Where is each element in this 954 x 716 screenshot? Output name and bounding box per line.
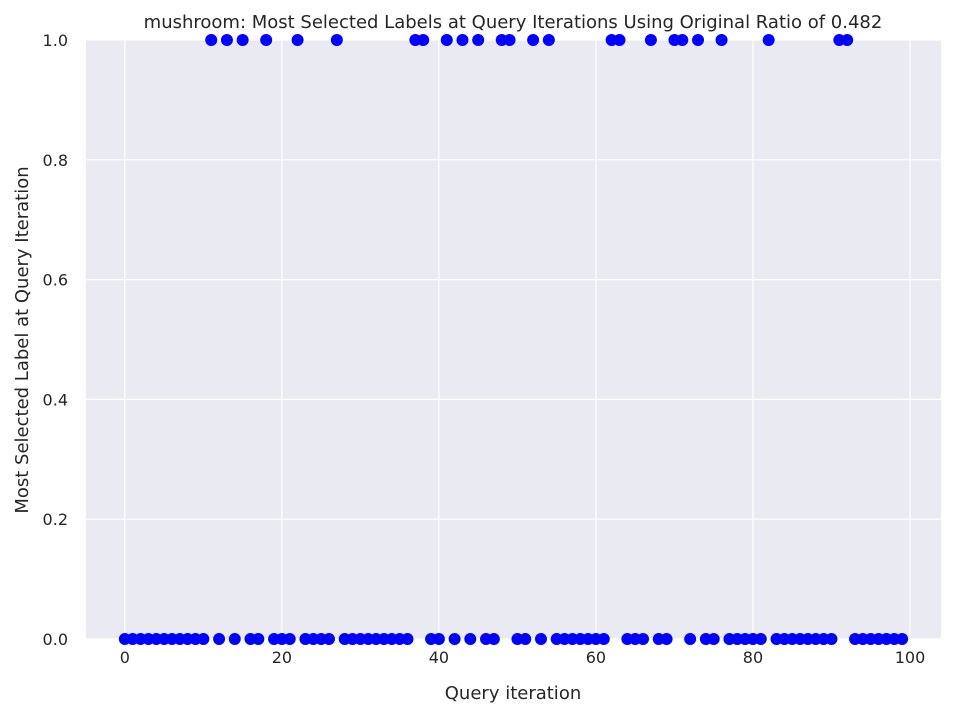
x-tick-label: 20 xyxy=(272,648,292,667)
data-point xyxy=(644,34,657,46)
data-point xyxy=(692,34,705,46)
x-tick-label: 60 xyxy=(586,648,606,667)
data-point xyxy=(660,633,673,645)
data-point xyxy=(464,633,477,645)
data-point xyxy=(519,633,532,645)
data-point xyxy=(252,633,265,645)
y-tick-label: 0.8 xyxy=(43,151,68,170)
data-point xyxy=(487,633,500,645)
data-point xyxy=(896,633,909,645)
x-tick-label: 40 xyxy=(429,648,449,667)
data-point xyxy=(707,633,720,645)
data-point xyxy=(841,34,854,46)
data-point xyxy=(228,633,241,645)
data-points xyxy=(118,34,909,645)
data-point xyxy=(472,34,485,46)
data-point xyxy=(440,34,453,46)
y-tick-labels: 0.0 0.2 0.4 0.6 0.8 1.0 xyxy=(43,31,68,649)
data-point xyxy=(542,34,555,46)
y-axis-label: Most Selected Label at Query Iteration xyxy=(12,166,33,513)
x-tick-label: 100 xyxy=(895,648,926,667)
data-point xyxy=(213,633,226,645)
data-point xyxy=(754,633,767,645)
data-point xyxy=(825,633,838,645)
y-tick-label: 0.6 xyxy=(43,271,68,290)
data-point xyxy=(637,633,650,645)
plot-area xyxy=(86,40,941,639)
data-point xyxy=(291,34,304,46)
data-point xyxy=(197,633,210,645)
data-point xyxy=(527,34,540,46)
data-point xyxy=(322,633,335,645)
data-point xyxy=(432,633,445,645)
chart-title: mushroom: Most Selected Labels at Query … xyxy=(144,12,883,33)
data-point xyxy=(417,34,430,46)
x-tick-label: 80 xyxy=(743,648,763,667)
data-point xyxy=(503,34,516,46)
data-point xyxy=(456,34,469,46)
x-axis-label: Query iteration xyxy=(445,683,581,704)
data-point xyxy=(715,34,728,46)
data-point xyxy=(762,34,775,46)
data-point xyxy=(597,633,610,645)
y-tick-label: 0.2 xyxy=(43,510,68,529)
data-point xyxy=(401,633,414,645)
data-point xyxy=(534,633,547,645)
y-tick-label: 0.0 xyxy=(43,630,68,649)
data-point xyxy=(684,633,697,645)
data-point xyxy=(220,34,233,46)
y-tick-label: 1.0 xyxy=(43,31,68,50)
data-point xyxy=(260,34,273,46)
data-point xyxy=(283,633,296,645)
data-point xyxy=(448,633,461,645)
x-tick-labels: 0 20 40 60 80 100 xyxy=(120,648,925,667)
data-point xyxy=(236,34,249,46)
data-point xyxy=(676,34,689,46)
data-point xyxy=(205,34,218,46)
x-tick-label: 0 xyxy=(120,648,130,667)
data-point xyxy=(330,34,343,46)
y-tick-label: 0.4 xyxy=(43,390,68,409)
data-point xyxy=(613,34,626,46)
